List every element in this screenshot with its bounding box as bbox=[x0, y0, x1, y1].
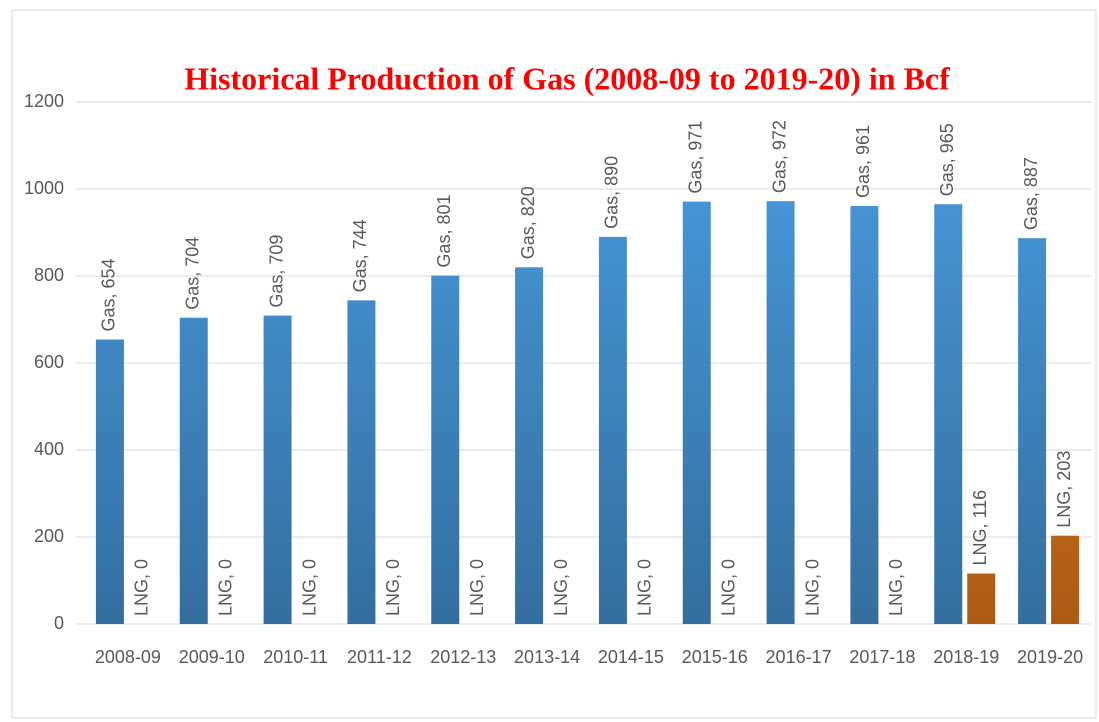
bar bbox=[1051, 535, 1080, 624]
data-label: Gas, 887 bbox=[1021, 157, 1041, 230]
data-label: LNG, 0 bbox=[216, 559, 236, 616]
data-label: Gas, 965 bbox=[937, 123, 957, 196]
bar bbox=[850, 205, 879, 624]
x-tick-label: 2009-10 bbox=[179, 647, 245, 667]
data-label: Gas, 890 bbox=[602, 156, 622, 229]
x-tick-label: 2016-17 bbox=[766, 647, 832, 667]
bar bbox=[95, 339, 124, 624]
data-label: LNG, 0 bbox=[467, 559, 487, 616]
data-label: LNG, 0 bbox=[719, 559, 739, 616]
y-tick-label: 600 bbox=[34, 352, 64, 372]
data-label: Gas, 654 bbox=[99, 258, 119, 331]
data-label: Gas, 744 bbox=[350, 219, 370, 292]
data-label: Gas, 971 bbox=[686, 121, 706, 194]
x-tick-label: 2018-19 bbox=[933, 647, 999, 667]
y-tick-label: 400 bbox=[34, 439, 64, 459]
x-tick-label: 2012-13 bbox=[430, 647, 496, 667]
y-tick-label: 200 bbox=[34, 526, 64, 546]
chart-title: Historical Production of Gas (2008-09 to… bbox=[184, 60, 950, 96]
y-tick-label: 1000 bbox=[24, 178, 64, 198]
x-tick-label: 2015-16 bbox=[682, 647, 748, 667]
data-label: LNG, 0 bbox=[132, 559, 152, 616]
bar bbox=[598, 236, 627, 624]
data-label: Gas, 709 bbox=[266, 235, 286, 308]
data-label: LNG, 0 bbox=[886, 559, 906, 616]
data-label: LNG, 0 bbox=[383, 559, 403, 616]
bar bbox=[766, 201, 795, 624]
bar bbox=[682, 201, 711, 625]
bar bbox=[967, 573, 996, 624]
data-label: LNG, 116 bbox=[970, 490, 990, 566]
bar bbox=[179, 317, 208, 624]
bar bbox=[431, 275, 460, 624]
bar bbox=[1018, 238, 1047, 624]
x-tick-label: 2010-11 bbox=[263, 647, 328, 667]
bar bbox=[347, 300, 376, 624]
data-label: Gas, 961 bbox=[853, 125, 873, 198]
data-label: Gas, 820 bbox=[518, 186, 538, 259]
data-label: LNG, 203 bbox=[1054, 451, 1074, 528]
data-label: LNG, 0 bbox=[635, 559, 655, 616]
data-label: Gas, 972 bbox=[769, 120, 789, 193]
data-label: LNG, 0 bbox=[299, 559, 319, 616]
data-label: Gas, 704 bbox=[183, 237, 203, 310]
y-tick-label: 800 bbox=[34, 265, 64, 285]
y-tick-label: 0 bbox=[54, 613, 64, 633]
data-label: LNG, 0 bbox=[802, 559, 822, 616]
x-tick-label: 2013-14 bbox=[514, 647, 580, 667]
bar bbox=[263, 315, 292, 624]
x-tick-label: 2019-20 bbox=[1017, 647, 1083, 667]
x-tick-label: 2011-12 bbox=[347, 647, 412, 667]
data-label: LNG, 0 bbox=[551, 559, 571, 616]
x-tick-label: 2014-15 bbox=[598, 647, 664, 667]
y-tick-label: 1200 bbox=[24, 91, 64, 111]
bar bbox=[515, 267, 544, 624]
x-tick-label: 2017-18 bbox=[849, 647, 915, 667]
data-label: Gas, 801 bbox=[434, 195, 454, 268]
chart-border bbox=[11, 9, 1097, 719]
bar bbox=[934, 204, 963, 624]
x-tick-label: 2008-09 bbox=[95, 647, 161, 667]
